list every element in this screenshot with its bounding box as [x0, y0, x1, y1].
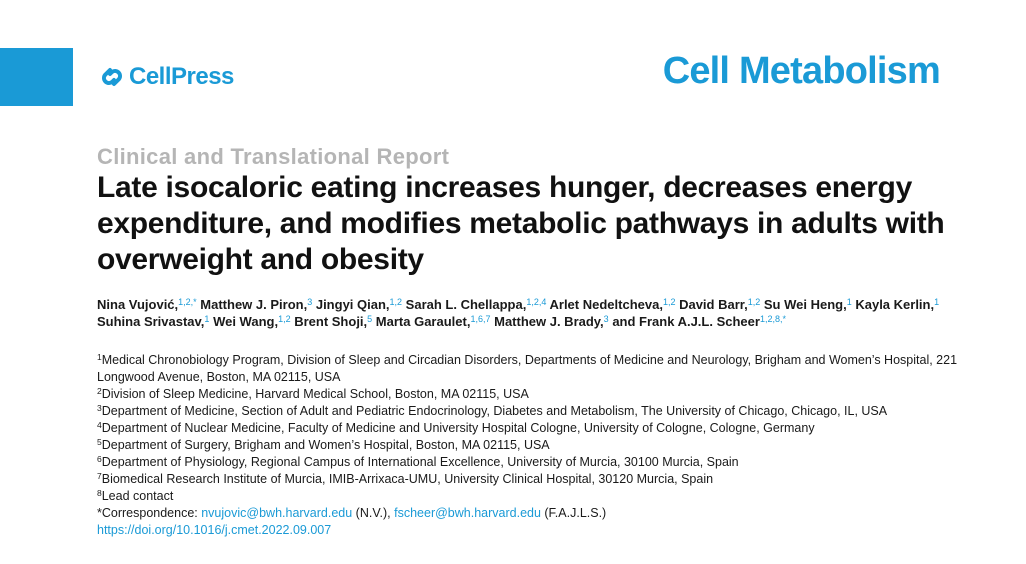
affiliation-item: 5Department of Surgery, Brigham and Wome… [97, 437, 977, 454]
article-type: Clinical and Translational Report [97, 144, 450, 169]
affiliation-number: 5 [97, 437, 102, 447]
publisher-name: CellPress [129, 63, 234, 90]
affiliation-text: Department of Nuclear Medicine, Faculty … [101, 421, 815, 435]
author-affiliation-marker[interactable]: 1 [204, 314, 210, 324]
affiliation-text: Department of Surgery, Brigham and Women… [101, 438, 550, 452]
author-name: Matthew J. Brady, [494, 314, 604, 329]
author-affiliation-marker[interactable]: 5 [367, 314, 373, 324]
author-affiliation-marker[interactable]: 1 [934, 297, 940, 307]
cellpress-logo-icon [102, 68, 122, 86]
correspondence-email-2[interactable]: fscheer@bwh.harvard.edu [394, 506, 541, 520]
affiliation-list: 1Medical Chronobiology Program, Division… [97, 352, 977, 505]
author-name: Brent Shoji, [294, 314, 368, 329]
author-affiliation-marker[interactable]: 1 [846, 297, 852, 307]
journal-title[interactable]: Cell Metabolism [662, 50, 941, 92]
author-name: and Frank A.J.L. Scheer [612, 314, 760, 329]
author[interactable]: Nina Vujović,1,2,* [97, 297, 197, 312]
correspondence-suffix-1: (N.V.), [352, 506, 395, 520]
affiliation-number: 8 [97, 488, 102, 498]
affiliation-number: 3 [97, 403, 102, 413]
author-affiliation-marker[interactable]: 1,6,7 [470, 314, 491, 324]
publisher-logo[interactable]: CellPress [97, 62, 234, 92]
author[interactable]: and Frank A.J.L. Scheer1,2,8,* [612, 314, 786, 329]
brand-color-block [0, 48, 73, 106]
author-name: Wei Wang, [213, 314, 279, 329]
author-affiliation-marker[interactable]: 1,2 [389, 297, 403, 307]
author-name: Arlet Nedeltcheva, [549, 297, 663, 312]
author-name: Suhina Srivastav, [97, 314, 205, 329]
affiliation-number: 1 [97, 352, 102, 362]
correspondence-email-1[interactable]: nvujovic@bwh.harvard.edu [201, 506, 353, 520]
affiliation-text: Medical Chronobiology Program, Division … [97, 353, 958, 384]
author[interactable]: Brent Shoji,5 [294, 314, 372, 329]
author[interactable]: Wei Wang,1,2 [213, 314, 291, 329]
affiliation-item: 3Department of Medicine, Section of Adul… [97, 403, 977, 420]
author[interactable]: Matthew J. Piron,3 [200, 297, 312, 312]
author[interactable]: Su Wei Heng,1 [764, 297, 852, 312]
affiliation-text: Biomedical Research Institute of Murcia,… [101, 472, 714, 486]
author[interactable]: Arlet Nedeltcheva,1,2 [550, 297, 676, 312]
doi-link[interactable]: https://doi.org/10.1016/j.cmet.2022.09.0… [97, 523, 332, 537]
affiliation-item: 1Medical Chronobiology Program, Division… [97, 352, 977, 386]
author-name: Sarah L. Chellappa, [405, 297, 527, 312]
correspondence-suffix-2: (F.A.J.L.S.) [540, 506, 607, 520]
affiliation-item: 8Lead contact [97, 488, 977, 505]
author-affiliation-marker[interactable]: 1,2 [662, 297, 676, 307]
author-affiliation-marker[interactable]: 1,2,* [178, 297, 197, 307]
affiliation-number: 7 [97, 471, 102, 481]
author-affiliation-marker[interactable]: 1,2,8,* [759, 314, 786, 324]
affiliation-number: 2 [97, 386, 102, 396]
author-name: Jingyi Qian, [315, 297, 390, 312]
affiliation-item: 6Department of Physiology, Regional Camp… [97, 454, 977, 471]
author[interactable]: Jingyi Qian,1,2 [316, 297, 402, 312]
affiliations: 1Medical Chronobiology Program, Division… [97, 352, 977, 539]
affiliation-number: 6 [97, 454, 102, 464]
affiliation-text: Division of Sleep Medicine, Harvard Medi… [101, 387, 529, 401]
author[interactable]: Kayla Kerlin,1 [855, 297, 939, 312]
affiliation-item: 7Biomedical Research Institute of Murcia… [97, 471, 977, 488]
author-name: Su Wei Heng, [763, 297, 847, 312]
author-name: David Barr, [679, 297, 748, 312]
affiliation-item: 4Department of Nuclear Medicine, Faculty… [97, 420, 977, 437]
author[interactable]: David Barr,1,2 [679, 297, 760, 312]
affiliation-text: Department of Physiology, Regional Campu… [101, 455, 739, 469]
affiliation-number: 4 [97, 420, 102, 430]
affiliation-item: 2Division of Sleep Medicine, Harvard Med… [97, 386, 977, 403]
affiliation-text: Department of Medicine, Section of Adult… [101, 404, 888, 418]
author[interactable]: Suhina Srivastav,1 [97, 314, 209, 329]
correspondence: *Correspondence: nvujovic@bwh.harvard.ed… [97, 505, 977, 522]
author[interactable]: Matthew J. Brady,3 [494, 314, 609, 329]
author-affiliation-marker[interactable]: 1,2 [278, 314, 291, 324]
author-affiliation-marker[interactable]: 1,2 [747, 297, 761, 307]
author-affiliation-marker[interactable]: 3 [307, 297, 313, 307]
author-name: Matthew J. Piron, [200, 297, 308, 312]
author-name: Kayla Kerlin, [855, 297, 935, 312]
author-affiliation-marker[interactable]: 1,2,4 [526, 297, 547, 307]
author[interactable]: Marta Garaulet,1,6,7 [376, 314, 491, 329]
author[interactable]: Sarah L. Chellappa,1,2,4 [406, 297, 547, 312]
correspondence-label: *Correspondence: [97, 506, 202, 520]
author-affiliation-marker[interactable]: 3 [603, 314, 609, 324]
author-list: Nina Vujović,1,2,* Matthew J. Piron,3 Ji… [97, 296, 977, 330]
author-name: Marta Garaulet, [375, 314, 471, 329]
article-title: Late isocaloric eating increases hunger,… [97, 171, 945, 276]
affiliation-text: Lead contact [101, 489, 174, 503]
author-name: Nina Vujović, [97, 297, 179, 312]
